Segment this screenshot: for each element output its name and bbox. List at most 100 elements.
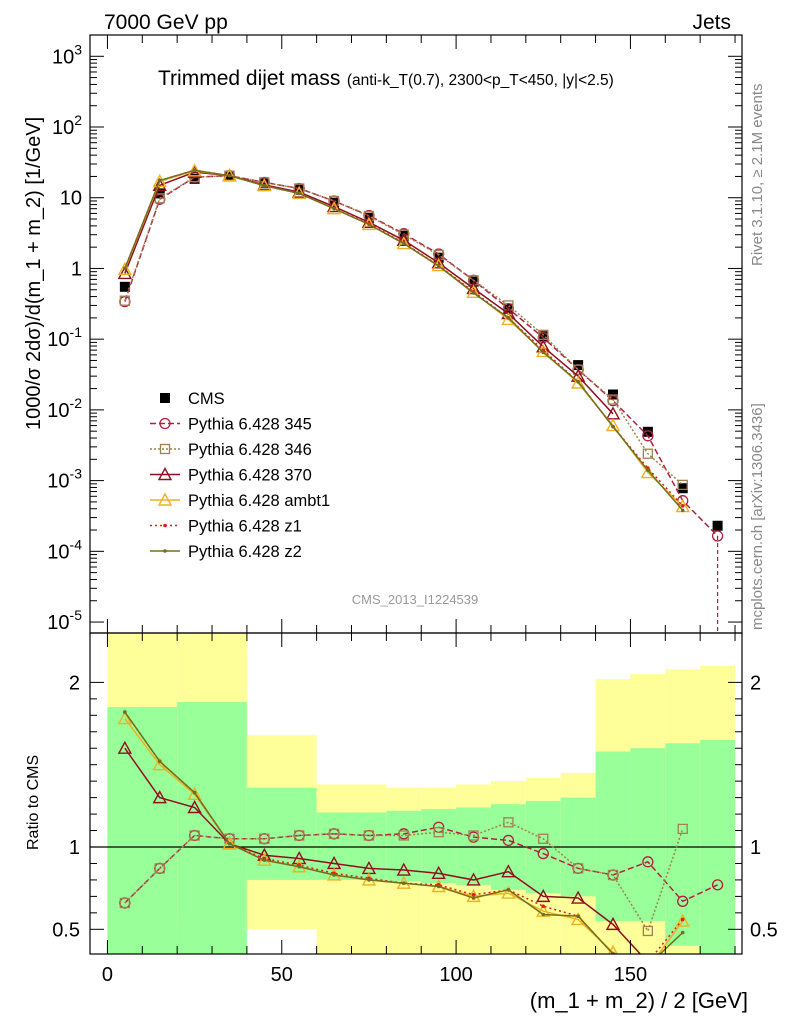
legend-label: Pythia 6.428 z2: [188, 543, 302, 561]
ratio-point: [363, 830, 375, 841]
data-point: [401, 241, 406, 246]
data-point: [538, 331, 549, 342]
band-green: [421, 809, 457, 884]
ratio-point: [711, 879, 724, 891]
bottom-frame: [89, 632, 743, 955]
data-point: [152, 173, 167, 188]
legend-label: Pythia 6.428 ambt1: [188, 492, 330, 510]
data-point: [466, 284, 481, 298]
x-tick-label: 50: [271, 964, 293, 986]
data-point: [680, 504, 685, 508]
data-point: [506, 316, 511, 320]
data-point: [541, 350, 546, 355]
band-green: [595, 751, 631, 922]
data-point: [468, 275, 479, 286]
plot-title-sub: (anti-k_T(0.7), 2300<p_T<450, |y|<2.5): [347, 72, 614, 89]
legend-entry: Pythia 6.428 345: [150, 416, 312, 434]
series-4: [117, 163, 690, 513]
y-tick-label: 10-4: [47, 536, 82, 563]
data-point: [119, 281, 130, 292]
ratio-series: [117, 710, 724, 954]
data-point: [367, 222, 371, 227]
data-point: [117, 265, 133, 280]
ratio-point: [154, 863, 165, 874]
data-point: [503, 300, 514, 311]
ratio-point: [189, 830, 200, 841]
series-1: [119, 170, 724, 542]
ratio-point: [605, 916, 621, 931]
series-6: [123, 168, 685, 513]
ratio-point: [677, 895, 689, 907]
data-point: [642, 430, 654, 442]
band-green: [316, 812, 387, 880]
legend-marker: [160, 393, 170, 403]
legend-label: Pythia 6.428 370: [188, 467, 312, 485]
legend-label: Pythia 6.428 346: [188, 441, 312, 459]
ratio-point: [187, 786, 202, 801]
y-tick-label: 10-1: [47, 324, 82, 351]
ratio-point: [541, 912, 546, 917]
y-tick-label: 10: [60, 188, 82, 210]
data-point: [398, 229, 409, 240]
data-point: [642, 448, 654, 459]
data-point: [259, 178, 270, 189]
data-point: [642, 426, 653, 437]
ratio-point: [576, 914, 580, 918]
plot-title-main: Trimmed dijet mass: [158, 67, 340, 90]
data-point: [363, 210, 375, 222]
ratio-point: [471, 896, 476, 900]
ratio-point: [572, 863, 584, 874]
data-point: [607, 394, 619, 405]
legend-marker: [157, 467, 173, 481]
ratio-tick-label: 0.5: [52, 919, 80, 941]
data-point: [576, 379, 580, 384]
y-tick-label: 10-2: [47, 395, 82, 422]
data-point: [294, 184, 305, 195]
ratio-point: [187, 800, 202, 814]
ratio-tick-label-right: 1: [750, 837, 761, 859]
ratio-point: [642, 856, 654, 868]
ratio-point: [468, 830, 479, 841]
ratio-point: [259, 833, 270, 844]
ratio-point: [436, 884, 441, 889]
ratio-point: [680, 917, 685, 922]
data-point: [680, 508, 685, 513]
data-point: [227, 173, 232, 178]
axes: 10-5 10-4 10-3 10-2 10-1 1 10 102 103 0 50 100 150 0.…: [47, 34, 778, 986]
series-line: [124, 169, 684, 511]
data-point: [712, 520, 723, 531]
data-point: [572, 364, 584, 375]
data-point: [570, 375, 586, 389]
ratio-point: [506, 888, 511, 892]
ratio-point: [367, 878, 371, 882]
legend-marker: [163, 549, 167, 553]
ratio-point: [570, 890, 586, 904]
data-point: [396, 236, 411, 250]
data-point: [605, 418, 621, 432]
ratio-point: [123, 710, 127, 714]
y-tick-label: 10-3: [47, 466, 82, 493]
ratio-point: [675, 913, 690, 927]
x-tick-label: 100: [439, 964, 472, 986]
ratio-point: [502, 834, 515, 847]
ratio-axis-title: Ratio to CMS: [25, 755, 42, 850]
band-green: [246, 787, 317, 880]
data-point: [123, 266, 127, 271]
header-right: Jets: [692, 11, 731, 34]
ratio-point: [119, 897, 131, 909]
legend-marker: [157, 492, 173, 506]
data-point: [677, 483, 688, 494]
ratio-series-1: [119, 817, 688, 937]
rivet-label: Rivet 3.1.10, ≥ 2.1M events: [749, 84, 766, 267]
legend-label: Pythia 6.428 z1: [188, 518, 302, 536]
ratio-point: [538, 833, 549, 844]
ratio-tick-label-right: 0.5: [750, 919, 778, 941]
ratio-point: [466, 888, 481, 903]
data-point: [262, 183, 267, 188]
legend-entry: Pythia 6.428 ambt1: [150, 492, 330, 510]
ratio-point: [297, 864, 301, 869]
ratio-point: [117, 711, 133, 725]
band-green: [107, 707, 178, 954]
y-tick-label: 10-5: [47, 607, 82, 634]
